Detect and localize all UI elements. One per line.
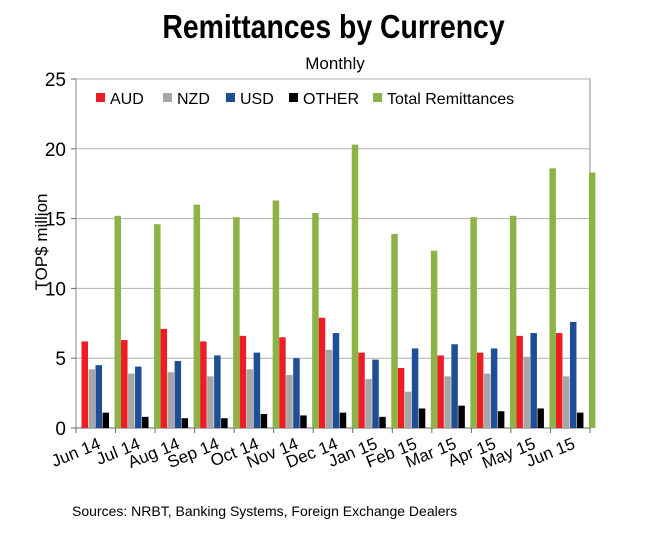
bar-other-5 bbox=[300, 415, 307, 428]
bar-nzd-2 bbox=[167, 372, 175, 428]
bar-total-remittances-7 bbox=[391, 233, 398, 428]
bar-nzd-7 bbox=[365, 379, 372, 428]
bar-total-remittances-5 bbox=[312, 213, 319, 428]
bar-total-remittances-6 bbox=[351, 144, 359, 428]
bar-usd-12 bbox=[569, 321, 577, 428]
y-tick-label: 10 bbox=[45, 279, 66, 300]
bar-nzd-10 bbox=[483, 373, 491, 428]
bar-total-remittances-4 bbox=[272, 200, 280, 428]
bar-nzd-5 bbox=[286, 374, 293, 428]
bar-total-remittances-0 bbox=[114, 215, 121, 428]
bar-usd-7 bbox=[372, 359, 379, 428]
bar-usd-5 bbox=[293, 358, 300, 428]
legend-label: USD bbox=[240, 91, 274, 108]
legend-label: AUD bbox=[110, 91, 144, 108]
bar-total-remittances-10 bbox=[509, 215, 517, 428]
bar-other-1 bbox=[142, 416, 149, 428]
legend-swatch-usd bbox=[226, 93, 235, 102]
legend-swatch-nzd bbox=[163, 93, 172, 102]
bar-total-remittances-12 bbox=[588, 172, 596, 428]
bar-other-8 bbox=[418, 408, 426, 428]
bar-usd-9 bbox=[451, 344, 458, 428]
bar-aud-9 bbox=[437, 355, 444, 428]
bar-usd-6 bbox=[332, 333, 340, 428]
bar-other-0 bbox=[102, 412, 109, 428]
legend-swatch-total-remittances bbox=[373, 93, 382, 102]
chart-title: Remittances by Currency bbox=[162, 8, 505, 45]
bar-usd-3 bbox=[214, 355, 221, 428]
legend-label: NZD bbox=[177, 91, 210, 108]
source-note: Sources: NRBT, Banking Systems, Foreign … bbox=[72, 503, 458, 519]
bar-nzd-9 bbox=[444, 376, 451, 428]
legend-label: Total Remittances bbox=[387, 91, 514, 108]
bar-usd-4 bbox=[253, 352, 261, 428]
bar-aud-7 bbox=[358, 352, 365, 428]
bar-nzd-1 bbox=[128, 373, 135, 428]
bar-other-9 bbox=[458, 405, 465, 428]
bar-other-7 bbox=[379, 416, 386, 428]
bar-total-remittances-8 bbox=[430, 250, 438, 428]
bar-usd-11 bbox=[530, 333, 537, 428]
bar-aud-3 bbox=[200, 341, 207, 428]
bar-other-10 bbox=[497, 411, 505, 428]
legend-label: OTHER bbox=[303, 91, 359, 108]
bar-nzd-0 bbox=[88, 369, 95, 428]
bar-aud-12 bbox=[555, 333, 563, 428]
bar-aud-10 bbox=[476, 352, 484, 428]
bar-other-6 bbox=[339, 412, 347, 428]
bar-usd-2 bbox=[174, 360, 182, 428]
chart-subtitle: Monthly bbox=[305, 54, 365, 73]
bar-nzd-8 bbox=[404, 391, 412, 428]
y-tick-label: 25 bbox=[45, 70, 66, 91]
legend-swatch-aud bbox=[96, 93, 105, 102]
bar-total-remittances-3 bbox=[233, 217, 240, 428]
bar-nzd-6 bbox=[325, 349, 333, 428]
bar-aud-4 bbox=[239, 335, 247, 428]
bar-usd-10 bbox=[490, 348, 498, 428]
bar-total-remittances-2 bbox=[193, 204, 201, 428]
y-tick-label: 20 bbox=[45, 140, 66, 161]
bar-usd-1 bbox=[135, 366, 142, 428]
bar-other-4 bbox=[260, 414, 268, 428]
bar-usd-8 bbox=[411, 348, 419, 428]
y-tick-label: 5 bbox=[55, 349, 66, 370]
bar-nzd-11 bbox=[523, 356, 530, 428]
y-tick-label: 0 bbox=[55, 419, 66, 440]
bar-total-remittances-11 bbox=[549, 168, 556, 428]
bar-aud-2 bbox=[160, 328, 168, 428]
bar-nzd-3 bbox=[207, 376, 214, 428]
bar-aud-6 bbox=[318, 317, 326, 428]
y-tick-label: 15 bbox=[45, 210, 66, 231]
bar-nzd-12 bbox=[562, 376, 570, 428]
bar-aud-8 bbox=[397, 367, 405, 428]
bar-usd-0 bbox=[95, 365, 102, 428]
bar-aud-1 bbox=[121, 340, 128, 428]
bar-other-3 bbox=[221, 418, 228, 428]
bar-total-remittances-9 bbox=[470, 217, 477, 428]
legend-swatch-other bbox=[289, 93, 298, 102]
bar-aud-0 bbox=[81, 341, 88, 428]
bar-aud-11 bbox=[516, 335, 523, 428]
bar-total-remittances-1 bbox=[154, 224, 161, 428]
bar-aud-5 bbox=[279, 337, 286, 428]
bar-nzd-4 bbox=[246, 369, 254, 428]
bar-other-11 bbox=[537, 408, 544, 428]
bar-other-2 bbox=[181, 418, 189, 428]
bar-other-12 bbox=[576, 412, 584, 428]
